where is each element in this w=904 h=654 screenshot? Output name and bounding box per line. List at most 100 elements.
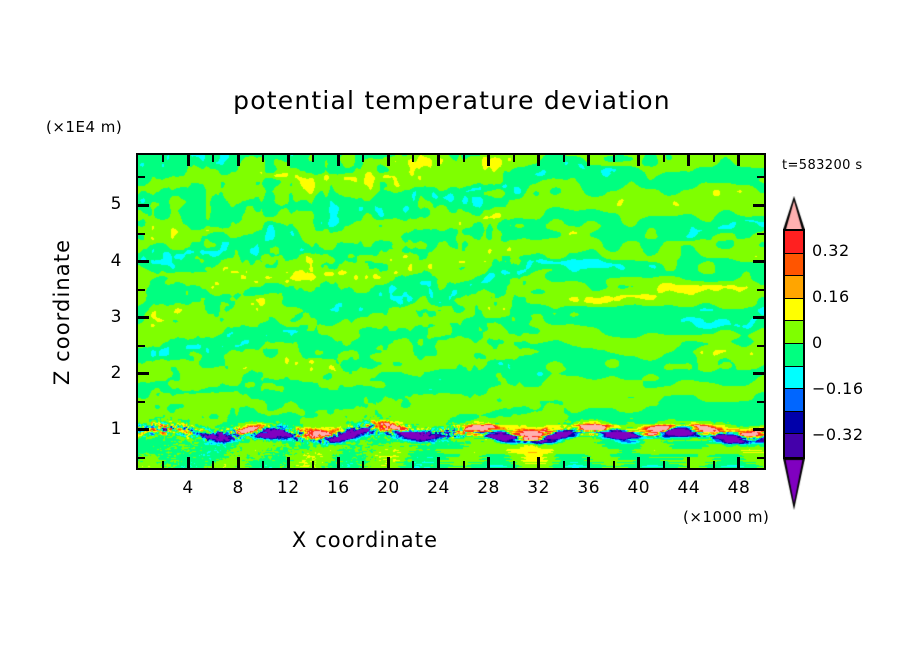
y-axis-tick — [757, 176, 764, 179]
colorbar-band — [785, 343, 803, 367]
x-axis-tick — [162, 155, 165, 162]
figure-title: potential temperature deviation — [0, 86, 904, 115]
x-axis-tick — [262, 155, 265, 162]
x-axis-tick — [362, 461, 365, 468]
x-axis-tick — [212, 461, 215, 468]
y-axis-tick — [138, 372, 149, 376]
figure-title-text: potential temperature deviation — [233, 86, 671, 115]
x-axis-tick — [487, 457, 491, 468]
x-axis-tick — [562, 461, 565, 468]
x-axis-tick — [712, 461, 715, 468]
x-axis-tick — [512, 155, 515, 162]
colorbar-tick-label: 0 — [812, 333, 823, 352]
y-axis-tick — [753, 260, 764, 264]
x-axis-tick — [637, 457, 641, 468]
x-axis-tick — [587, 457, 591, 468]
x-axis-tick — [462, 155, 465, 162]
x-tick-label: 32 — [527, 478, 550, 498]
colorbar-tick-label: 0.16 — [812, 287, 850, 306]
x-tick-label: 8 — [232, 478, 244, 498]
x-axis-tick — [386, 155, 390, 166]
y-axis-tick — [138, 203, 149, 207]
x-tick-label: 48 — [727, 478, 751, 498]
y-axis-unit-label: (×1E4 m) — [46, 118, 123, 136]
y-tick-label: 2 — [110, 362, 122, 383]
x-axis-tick — [462, 461, 465, 468]
y-axis-tick — [138, 316, 149, 320]
contour-field — [138, 155, 764, 468]
x-axis-tick — [587, 155, 591, 166]
colorbar-tick-label: 0.32 — [812, 241, 850, 260]
x-axis-tick — [537, 457, 541, 468]
y-axis-tick — [753, 316, 764, 320]
x-axis-tick — [712, 155, 715, 162]
y-axis-title: Z coordinate — [50, 238, 74, 386]
y-axis-tick — [138, 428, 149, 432]
x-axis-tick — [612, 461, 615, 468]
colorbar-band — [785, 389, 803, 412]
colorbar-band — [785, 231, 803, 254]
x-axis-tick — [687, 155, 691, 166]
x-axis-tick — [662, 461, 665, 468]
colorbar-over-arrow — [783, 196, 805, 230]
contour-plot-area — [136, 153, 766, 470]
colorbar-band — [785, 276, 803, 299]
x-axis-tick — [537, 155, 541, 166]
x-axis-tick — [487, 155, 491, 166]
colorbar-band — [785, 298, 803, 322]
colorbar-band — [785, 253, 803, 277]
x-axis-tick — [236, 457, 240, 468]
timestamp-annotation: t=583200 s — [782, 158, 863, 173]
x-axis-tick — [687, 457, 691, 468]
x-axis-tick — [412, 155, 415, 162]
colorbar-band — [785, 411, 803, 435]
y-axis-tick — [757, 456, 764, 459]
x-axis-tick — [262, 461, 265, 468]
x-axis-tick — [512, 461, 515, 468]
x-axis-tick — [737, 457, 741, 468]
x-tick-label: 40 — [627, 478, 651, 498]
x-axis-tick — [212, 155, 215, 162]
x-axis-tick — [612, 155, 615, 162]
x-tick-label: 12 — [276, 478, 300, 498]
x-axis-tick — [386, 457, 390, 468]
x-axis-tick — [737, 155, 741, 166]
x-axis-tick — [362, 155, 365, 162]
x-tick-label: 24 — [427, 478, 450, 498]
y-axis-tick — [757, 232, 764, 235]
colorbar-tick-label: −0.32 — [812, 425, 864, 444]
colorbar-band — [785, 434, 803, 457]
x-tick-label: 44 — [677, 478, 701, 498]
y-axis-tick — [138, 260, 149, 264]
y-axis-tick — [757, 400, 764, 403]
y-axis-tick — [753, 428, 764, 432]
x-axis-tick — [562, 155, 565, 162]
y-axis-tick — [138, 456, 145, 459]
x-axis-tick — [637, 155, 641, 166]
x-axis-tick — [186, 457, 190, 468]
x-axis-tick — [336, 457, 340, 468]
y-axis-tick — [138, 400, 145, 403]
x-axis-tick — [436, 155, 440, 166]
x-tick-label: 20 — [377, 478, 400, 498]
x-axis-tick — [236, 155, 240, 166]
colorbar-tick-label: −0.16 — [812, 379, 864, 398]
x-axis-tick — [162, 461, 165, 468]
y-axis-tick — [138, 344, 145, 347]
x-tick-label: 28 — [477, 478, 500, 498]
x-axis-tick — [286, 155, 290, 166]
y-axis-tick — [138, 288, 145, 291]
y-axis-tick — [138, 176, 145, 179]
x-axis-tick — [186, 155, 190, 166]
x-axis-tick — [312, 155, 315, 162]
colorbar-band — [785, 366, 803, 390]
colorbar-band — [785, 321, 803, 344]
y-tick-label: 4 — [110, 250, 122, 271]
y-axis-tick — [138, 232, 145, 235]
x-tick-label: 16 — [326, 478, 350, 498]
x-axis-tick — [286, 457, 290, 468]
y-axis-tick — [757, 288, 764, 291]
colorbar-under-arrow — [783, 458, 805, 510]
x-axis-tick — [336, 155, 340, 166]
